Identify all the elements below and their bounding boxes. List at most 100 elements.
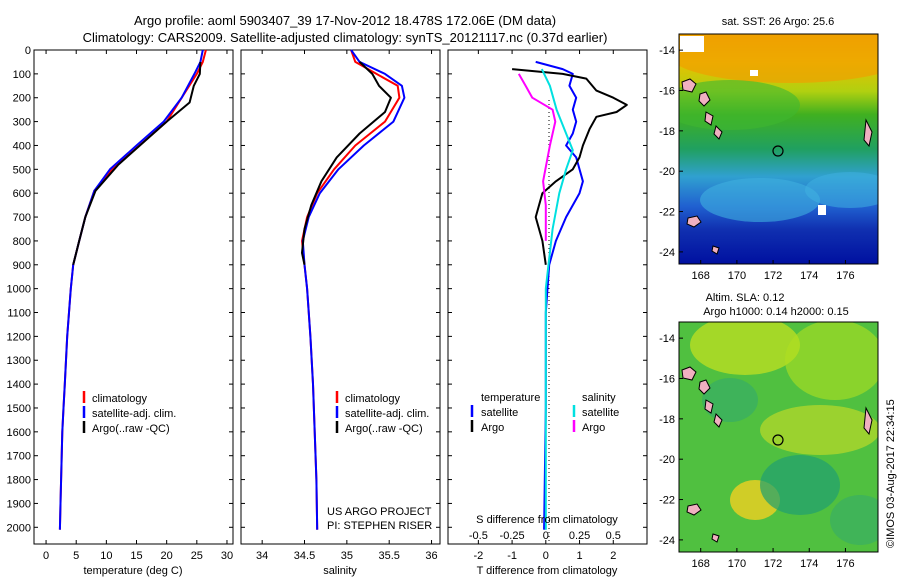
sst-cloud-gap (750, 70, 758, 76)
depth-tick-label: 1500 (7, 403, 31, 415)
temperature-legend: climatology satellite-adj. clim. Argo(..… (82, 391, 176, 435)
difference-axis-ticks: -2 -1 0 1 2 (473, 50, 616, 562)
legend-argo: Argo(..raw -QC) (345, 423, 423, 435)
lat-tick-label: -22 (659, 207, 675, 219)
depth-tick-label: 1300 (7, 355, 31, 367)
sst-map-title: sat. SST: 26 Argo: 25.6 (722, 16, 835, 28)
x-tick-label: 25 (191, 550, 203, 562)
sst-cyan-patch (805, 172, 878, 208)
lat-tick-label: -14 (659, 333, 675, 345)
argo-position-marker (772, 145, 784, 157)
depth-tick-label: 400 (13, 140, 31, 152)
sla-high-patch (785, 322, 878, 400)
depth-tick-label: 500 (13, 164, 31, 176)
sla-map-ticks: 168 170 172 174 176 -14 -16 -18 -20 -22 -24 (659, 333, 855, 570)
x-tick-label: 34 (256, 550, 268, 562)
temperature-panel: 0100200300400500600700800900100011001200… (7, 45, 234, 577)
island-coastline (681, 366, 873, 543)
depth-tick-label: 1900 (7, 498, 31, 510)
s-tick-label: -0.25 (500, 530, 525, 542)
s-tick-label: -0.5 (469, 530, 488, 542)
x-tick-label: 34.5 (294, 550, 315, 562)
series-line-salinity-argo (517, 73, 557, 241)
depth-tick-label: 0 (25, 45, 31, 57)
x-tick-label: 10 (100, 550, 112, 562)
depth-tick-label: 1100 (7, 308, 31, 320)
series-line-climatology (58, 49, 207, 530)
difference-lines (512, 60, 628, 530)
t-difference-axis-label: T difference from climatology (477, 565, 618, 577)
salinity-lines (301, 49, 406, 530)
depth-tick-label: 1200 (7, 331, 31, 343)
depth-tick-label: 100 (13, 69, 31, 81)
series-line-salinity-satellite (540, 68, 574, 530)
series-line-satellite-adj-clim- (58, 49, 204, 530)
legend-s-satellite: satellite (582, 407, 619, 419)
depth-tick-label: 2000 (7, 522, 31, 534)
temperature-lines (58, 49, 207, 530)
sla-low-patch (760, 455, 840, 515)
lat-tick-label: -18 (659, 414, 675, 426)
temperature-axis-ticks: 0 5 10 15 20 25 30 (43, 50, 233, 562)
series-line-temperature-satellite (535, 60, 584, 530)
x-tick-label: 35 (341, 550, 353, 562)
salinity-plot-frame (240, 49, 441, 545)
legend-climatology: climatology (92, 393, 148, 405)
x-tick-label: 20 (161, 550, 173, 562)
legend-salinity-title: salinity (582, 392, 616, 404)
lat-tick-label: -20 (659, 166, 675, 178)
series-line-argo-raw-qc- (301, 61, 392, 266)
imos-timestamp: ©IMOS 03-Aug-2017 22:34:15 (885, 399, 897, 548)
x-tick-label: 35.5 (378, 550, 399, 562)
sst-map: sat. SST: 26 Argo: 25.6 168 170 172 174 176 -… (659, 16, 879, 282)
sst-green-band (679, 80, 800, 130)
x-tick-label: -2 (473, 550, 483, 562)
lat-tick-label: -16 (659, 373, 675, 385)
sst-map-ticks: 168 170 172 174 176 -14 -16 -18 -20 -22 -24 (659, 45, 855, 282)
lon-tick-label: 174 (800, 558, 818, 570)
sla-low-patch (702, 378, 758, 422)
temperature-plot-frame (33, 49, 234, 545)
depth-tick-label: 200 (13, 93, 31, 105)
lon-tick-label: 170 (728, 558, 746, 570)
difference-panel: -2 -1 0 1 2 -0.5 -0.25 0 0.25 0.5 T difference f… (447, 49, 648, 577)
lon-tick-label: 176 (836, 270, 854, 282)
sst-cyan-patch (700, 178, 820, 222)
lat-tick-label: -18 (659, 126, 675, 138)
legend-t-satellite: satellite (481, 407, 518, 419)
s-tick-label: 0 (543, 530, 549, 542)
legend-argo: Argo(..raw -QC) (92, 423, 170, 435)
legend-satellite: satellite-adj. clim. (92, 408, 176, 420)
legend-satellite: satellite-adj. clim. (345, 408, 429, 420)
lon-tick-label: 168 (692, 270, 710, 282)
depth-tick-label: 800 (13, 236, 31, 248)
lon-tick-label: 174 (800, 270, 818, 282)
difference-plot-frame (447, 49, 648, 545)
depth-tick-label: 1800 (7, 475, 31, 487)
sla-map-frame (678, 321, 879, 553)
sla-low-patch (830, 495, 878, 545)
depth-axis-ticks: 0 100 200 300 400 500 600 700 800 900 1000 1100 1200… (7, 45, 233, 534)
x-tick-label: 36 (425, 550, 437, 562)
sst-warm-patch (679, 34, 878, 83)
x-tick-label: 0 (543, 550, 549, 562)
x-tick-label: 15 (130, 550, 142, 562)
lat-tick-label: -24 (659, 247, 675, 259)
x-tick-label: 5 (73, 550, 79, 562)
lat-tick-label: -22 (659, 495, 675, 507)
legend-temperature-title: temperature (481, 392, 540, 404)
depth-tick-label: 600 (13, 188, 31, 200)
series-line-satellite-adj-clim- (301, 49, 406, 530)
sla-map-subtitle: Argo h1000: 0.14 h2000: 0.15 (703, 306, 849, 318)
lat-tick-label: -20 (659, 454, 675, 466)
sst-cloud-gap (818, 205, 826, 215)
legend-s-argo: Argo (582, 422, 605, 434)
salinity-depth-ticks (241, 49, 440, 528)
difference-depth-ticks (448, 49, 647, 528)
depth-tick-label: 300 (13, 117, 31, 129)
lon-tick-label: 172 (764, 270, 782, 282)
lat-tick-label: -14 (659, 45, 675, 57)
sla-high-patch (760, 405, 878, 455)
lon-tick-label: 172 (764, 558, 782, 570)
